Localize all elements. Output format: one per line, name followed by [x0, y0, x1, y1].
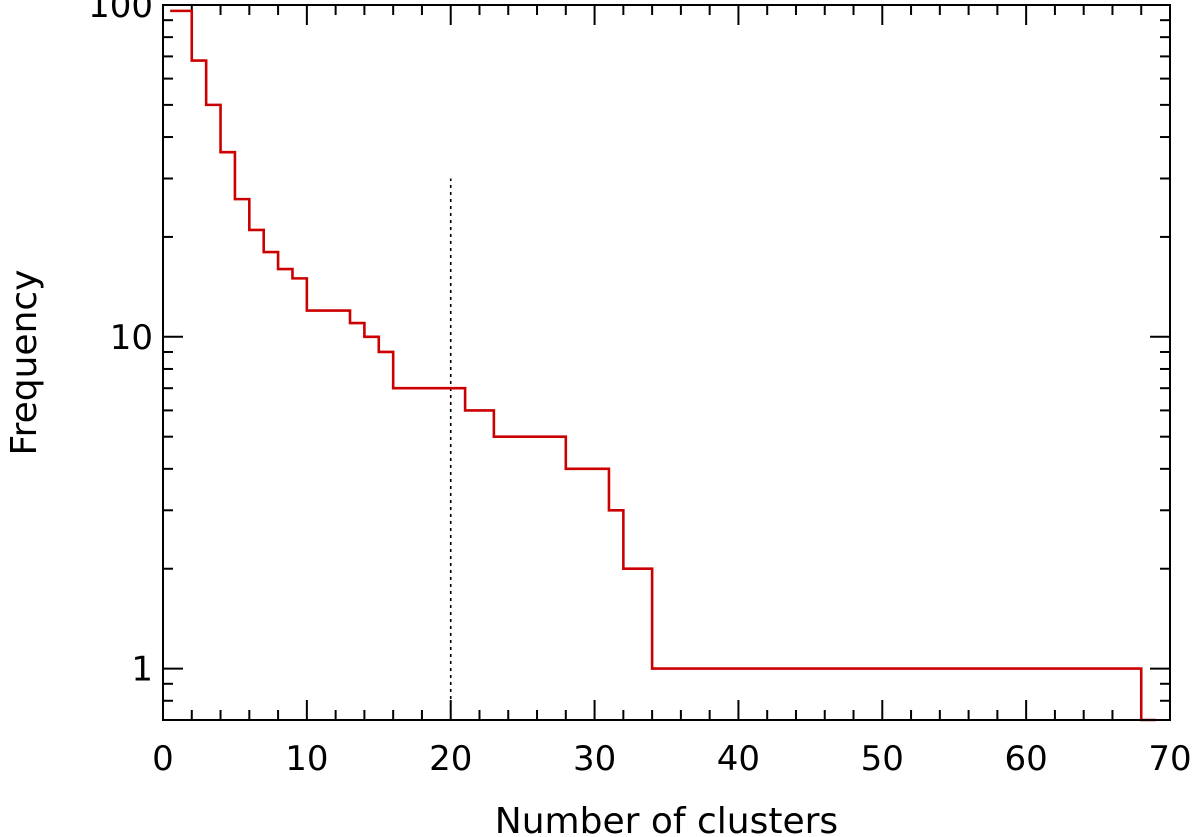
x-tick-label: 60 — [1005, 739, 1048, 779]
x-tick-label: 0 — [152, 739, 174, 779]
x-tick-label: 40 — [717, 739, 760, 779]
axis-ticks — [162, 4, 1171, 721]
y-tick-label: 10 — [110, 318, 153, 358]
x-tick-label: 30 — [573, 739, 616, 779]
x-tick-label: 10 — [285, 739, 328, 779]
y-tick-label: 1 — [131, 650, 153, 690]
x-tick-label: 70 — [1148, 739, 1191, 779]
y-axis-title: Frequency — [4, 270, 45, 456]
x-tick-label: 50 — [861, 739, 904, 779]
plot-frame — [162, 4, 1171, 721]
y-tick-label: 100 — [88, 0, 153, 26]
axis-tick-labels: 0 10 20 30 40 50 60 70 1 10 100 — [88, 0, 1192, 779]
series-step-line — [170, 9, 1156, 722]
x-axis-title: Number of clusters — [495, 801, 838, 837]
x-tick-label: 20 — [429, 739, 472, 779]
